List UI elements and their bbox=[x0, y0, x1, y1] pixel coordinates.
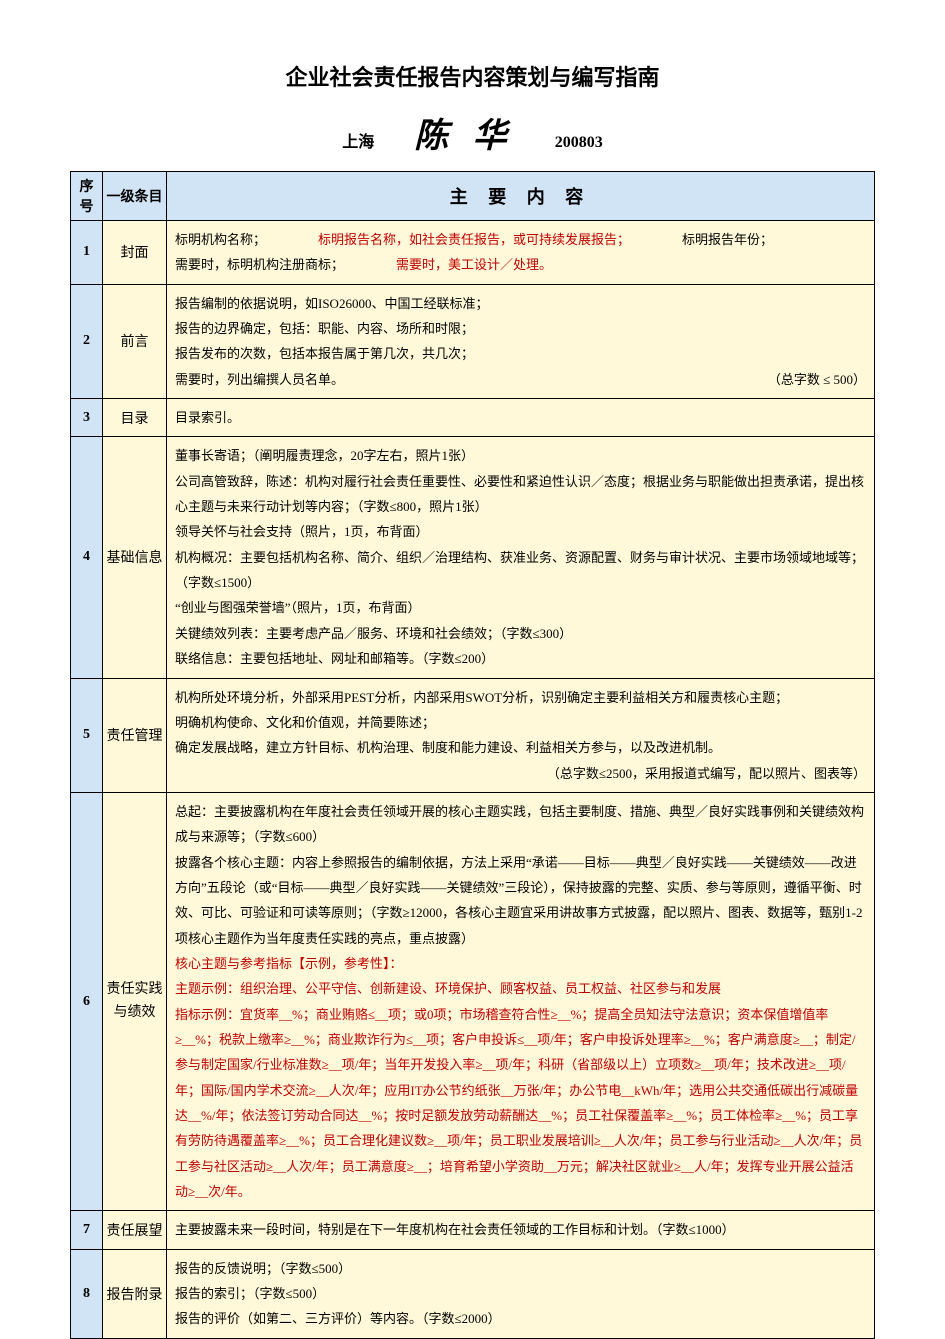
table-row: 5责任管理机构所处环境分析，外部采用PEST分析，内部采用SWOT分析，识别确定… bbox=[71, 678, 875, 792]
row-content: 机构所处环境分析，外部采用PEST分析，内部采用SWOT分析，识别确定主要利益相… bbox=[167, 678, 875, 792]
table-row: 8报告附录报告的反馈说明；（字数≤500）报告的索引；（字数≤500）报告的评价… bbox=[71, 1249, 875, 1338]
row-content: 董事长寄语；（阐明履责理念，20字左右，照片1张）公司高管致辞，陈述：机构对履行… bbox=[167, 437, 875, 678]
highlight-text: 主题示例：组织治理、公平守信、创新建设、环境保护、顾客权益、员工权益、社区参与和… bbox=[175, 981, 721, 996]
row-category: 封面 bbox=[103, 221, 167, 285]
table-row: 7责任展望主要披露未来一段时间，特别是在下一年度机构在社会责任领域的工作目标和计… bbox=[71, 1211, 875, 1249]
row-category: 目录 bbox=[103, 399, 167, 437]
row-number: 2 bbox=[71, 284, 103, 398]
header-num: 序号 bbox=[71, 172, 103, 221]
table-row: 4基础信息董事长寄语；（阐明履责理念，20字左右，照片1张）公司高管致辞，陈述：… bbox=[71, 437, 875, 678]
highlight-text: 标明报告名称，如社会责任报告，或可持续发展报告； bbox=[318, 232, 630, 247]
row-category: 报告附录 bbox=[103, 1249, 167, 1338]
subtitle-location: 上海 bbox=[342, 128, 374, 152]
header-cat: 一级条目 bbox=[103, 172, 167, 221]
row-number: 6 bbox=[71, 792, 103, 1211]
row-content: 标明机构名称；标明报告名称，如社会责任报告，或可持续发展报告；标明报告年份；需要… bbox=[167, 221, 875, 285]
header-content: 主 要 内 容 bbox=[167, 172, 875, 221]
row-category: 责任实践与绩效 bbox=[103, 792, 167, 1211]
row-number: 3 bbox=[71, 399, 103, 437]
row-content: 报告编制的依据说明，如ISO26000、中国工经联标准；报告的边界确定，包括：职… bbox=[167, 284, 875, 398]
row-number: 7 bbox=[71, 1211, 103, 1249]
table-row: 6责任实践与绩效总起：主要披露机构在年度社会责任领域开展的核心主题实践，包括主要… bbox=[71, 792, 875, 1211]
row-number: 1 bbox=[71, 221, 103, 285]
row-content: 总起：主要披露机构在年度社会责任领域开展的核心主题实践，包括主要制度、措施、典型… bbox=[167, 792, 875, 1211]
row-content: 主要披露未来一段时间，特别是在下一年度机构在社会责任领域的工作目标和计划。（字数… bbox=[167, 1211, 875, 1249]
document-subtitle: 上海 陈 华 200803 bbox=[70, 108, 875, 157]
highlight-text: 需要时，美工设计／处理。 bbox=[396, 257, 552, 272]
row-number: 4 bbox=[71, 437, 103, 678]
document-title: 企业社会责任报告内容策划与编写指南 bbox=[70, 60, 875, 92]
row-category: 前言 bbox=[103, 284, 167, 398]
table-row: 1封面标明机构名称；标明报告名称，如社会责任报告，或可持续发展报告；标明报告年份… bbox=[71, 221, 875, 285]
table-header-row: 序号 一级条目 主 要 内 容 bbox=[71, 172, 875, 221]
row-content: 报告的反馈说明；（字数≤500）报告的索引；（字数≤500）报告的评价（如第二、… bbox=[167, 1249, 875, 1338]
content-table: 序号 一级条目 主 要 内 容 1封面标明机构名称；标明报告名称，如社会责任报告… bbox=[70, 171, 875, 1339]
row-number: 8 bbox=[71, 1249, 103, 1338]
highlight-text: 核心主题与参考指标【示例，参考性】： bbox=[175, 956, 403, 971]
right-note: （总字数≤2500，采用报道式编写，配以照片、图表等） bbox=[547, 761, 866, 786]
table-row: 3目录目录索引。 bbox=[71, 399, 875, 437]
row-category: 基础信息 bbox=[103, 437, 167, 678]
row-number: 5 bbox=[71, 678, 103, 792]
subtitle-author: 陈 华 bbox=[414, 108, 515, 157]
table-row: 2前言报告编制的依据说明，如ISO26000、中国工经联标准；报告的边界确定，包… bbox=[71, 284, 875, 398]
right-note: （总字数 ≤ 500） bbox=[768, 367, 866, 392]
row-category: 责任管理 bbox=[103, 678, 167, 792]
highlight-text: 指标示例：宜货率__%；商业贿赂≤__项；或0项；市场稽查符合性≥__%；提高全… bbox=[175, 1007, 862, 1199]
subtitle-date: 200803 bbox=[555, 134, 603, 152]
row-category: 责任展望 bbox=[103, 1211, 167, 1249]
row-content: 目录索引。 bbox=[167, 399, 875, 437]
